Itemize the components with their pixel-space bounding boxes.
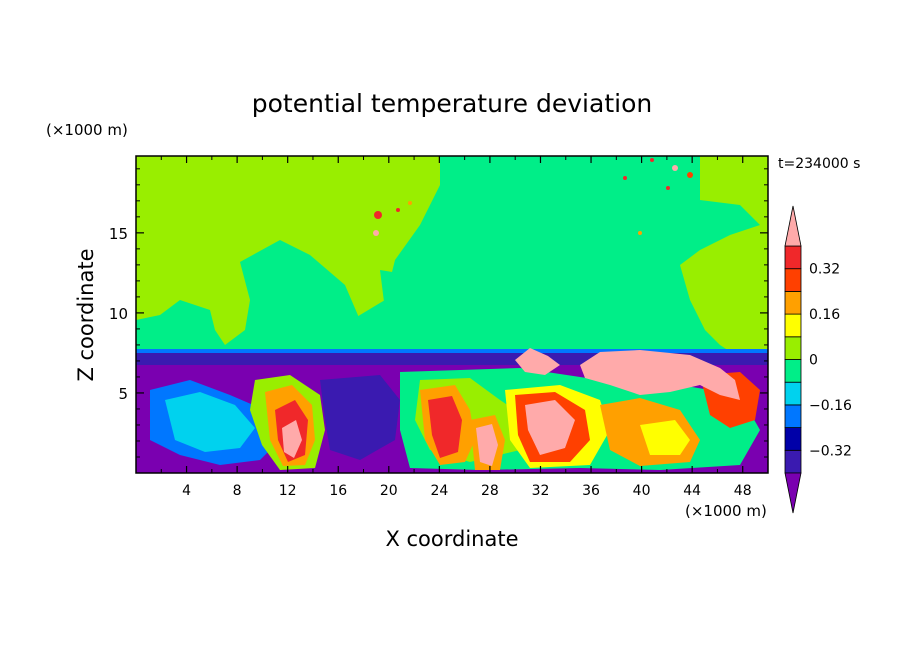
- colorbar-swatch: [784, 449, 802, 474]
- x-tick-label: 40: [633, 483, 651, 499]
- x-tick-label: 28: [481, 483, 499, 499]
- y-unit-label: (×1000 m): [46, 121, 128, 139]
- x-tick-label: 12: [279, 483, 297, 499]
- field-warm-intrusion: [515, 348, 560, 375]
- colorbar-label: −0.32: [809, 443, 852, 459]
- plot-frame: [135, 155, 769, 474]
- field-speck: [374, 211, 382, 219]
- y-tick-label: 15: [109, 225, 128, 243]
- x-axis-ticks: 4 8 12 16 20 24 28 32 36 40 44 48: [160, 156, 752, 499]
- x-tick-label: 32: [532, 483, 550, 499]
- x-tick-label: 20: [380, 483, 398, 499]
- field-speck: [396, 208, 400, 212]
- field-warm-plume-5b: [640, 420, 690, 455]
- field-speck: [666, 186, 670, 190]
- colorbar-swatch: [784, 427, 802, 451]
- chart-title: potential temperature deviation: [252, 89, 652, 118]
- time-label: t=234000 s: [778, 156, 860, 172]
- colorbar-swatch: [784, 381, 802, 406]
- field-speck: [408, 201, 412, 205]
- field-speck: [638, 231, 642, 235]
- field-speck: [623, 176, 627, 180]
- colorbar-top-arrow: [784, 205, 802, 247]
- x-tick-label: 48: [734, 483, 752, 499]
- field-speck: [373, 230, 379, 236]
- y-tick-label: 5: [118, 385, 128, 403]
- x-unit-label: (×1000 m): [685, 502, 767, 520]
- colorbar-swatch: [784, 245, 802, 270]
- colorbar-label: −0.16: [809, 398, 852, 414]
- x-tick-label: 16: [329, 483, 347, 499]
- field-cool-eddy-3: [320, 375, 400, 460]
- field-plume-green-2: [380, 270, 435, 340]
- y-axis-ticks: 5 10 15: [109, 168, 768, 458]
- x-tick-label: 36: [582, 483, 600, 499]
- colorbar-swatch: [784, 290, 802, 315]
- x-tick-label: 24: [430, 483, 448, 499]
- field-speck: [687, 172, 693, 178]
- colorbar: [784, 205, 802, 514]
- colorbar-swatch: [784, 336, 802, 360]
- colorbar-bottom-arrow: [784, 472, 802, 514]
- colorbar-swatch: [784, 268, 802, 292]
- field-cool-eddy-2: [165, 392, 255, 452]
- y-axis-label: Z coordinate: [74, 248, 98, 381]
- y-tick-label: 10: [109, 305, 128, 323]
- field-warm-plume-2b: [428, 396, 462, 458]
- field-warm-plume-4c: [525, 400, 575, 455]
- field-inversion-edge: [136, 349, 768, 353]
- x-tick-label: 44: [683, 483, 701, 499]
- field-plume-green: [240, 240, 360, 340]
- field-warm-intrusion-2: [580, 350, 740, 400]
- colorbar-swatch: [784, 359, 802, 383]
- colorbar-labels: 0.32 0.16 0 −0.16 −0.32: [809, 262, 852, 460]
- x-axis-label: X coordinate: [385, 527, 518, 551]
- x-tick-label: 4: [182, 483, 191, 499]
- field-warm-plume-3b: [476, 424, 498, 466]
- field-upper-band-right: [680, 156, 768, 360]
- colorbar-swatch: [784, 313, 802, 338]
- colorbar-label: 0.32: [809, 262, 840, 278]
- colorbar-label: 0.16: [809, 307, 840, 323]
- field-speck: [650, 158, 654, 162]
- field-speck: [672, 165, 678, 171]
- x-tick-label: 8: [233, 483, 242, 499]
- heatmap-field: [136, 156, 768, 473]
- colorbar-swatch: [784, 404, 802, 428]
- field-warm-plume-1d: [282, 420, 302, 458]
- colorbar-label: 0: [809, 353, 818, 369]
